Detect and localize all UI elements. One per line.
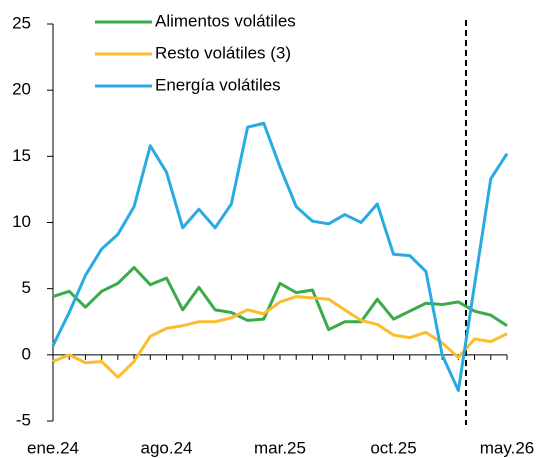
series-line: [51, 121, 509, 393]
y-tick-label: 0: [22, 344, 31, 363]
legend-label: Alimentos volátiles: [155, 11, 296, 30]
legend-label: Resto volátiles (3): [155, 43, 291, 62]
x-tick-label: ene.24: [27, 438, 79, 457]
x-tick-label: may.26: [480, 438, 535, 457]
y-tick-label: 15: [12, 146, 31, 165]
series-line: [52, 265, 508, 332]
y-tick-label: 25: [12, 13, 31, 32]
y-tick-label: 5: [22, 278, 31, 297]
x-tick-label: ago.24: [141, 438, 193, 457]
series-line: [52, 295, 508, 379]
x-tick-label: mar.25: [254, 438, 306, 457]
y-tick-label: -5: [16, 410, 31, 429]
legend-label: Energía volátiles: [155, 75, 281, 94]
y-tick-label: 20: [12, 80, 31, 99]
y-tick-label: 10: [12, 212, 31, 231]
x-tick-label: oct.25: [370, 438, 416, 457]
